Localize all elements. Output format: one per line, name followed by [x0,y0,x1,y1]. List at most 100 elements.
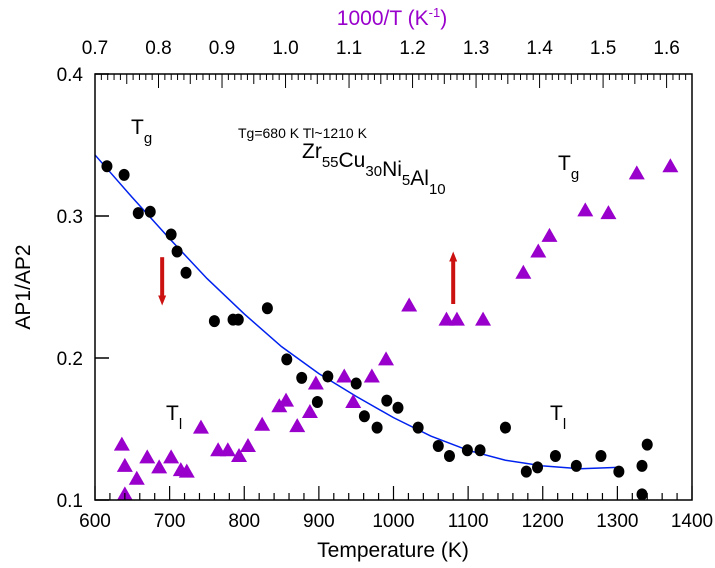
triangle-point [530,243,547,258]
triangle-point [239,438,256,453]
triangle-point [151,459,168,474]
temperature-annotation: Tg=680 K Tl~1210 K [238,125,368,141]
triangle-point [116,457,133,472]
tg-label-right: Tg [558,152,579,183]
circle-point [296,371,308,384]
triangle-point [475,311,492,326]
circle-point [180,266,192,279]
triangle-point [628,165,645,180]
triangle-point [178,463,195,478]
tl-label-right: Tl [550,402,566,433]
circle-point [261,302,273,315]
triangle-point [231,447,248,462]
x-tick-label: 1200 [522,511,564,532]
top-tick-label: 1.0 [272,38,298,59]
circle-point [570,459,582,472]
top-axis-label: 1000/T (K-1) [337,5,447,30]
circle-point [595,449,607,462]
circle-point [613,465,625,478]
top-tick-label: 1.2 [399,38,425,59]
circle-point [392,401,404,414]
circle-point [371,421,383,434]
circle-point [350,377,362,390]
triangle-point [254,416,271,431]
x-tick-label: 700 [154,511,186,532]
circle-point [443,449,455,462]
triangle-point [662,158,679,173]
y-tick-label: 0.2 [57,349,83,370]
y-tick-label: 0.1 [57,491,83,512]
triangle-point [128,470,145,485]
circle-point [132,207,144,220]
circle-point [432,440,444,453]
triangle-point [289,418,306,433]
top-tick-label: 1.5 [590,38,616,59]
circle-point [549,449,561,462]
top-tick-label: 0.9 [209,38,235,59]
triangle-point [301,403,318,418]
circle-point [636,488,648,501]
top-tick-label: 1.6 [653,38,679,59]
x-tick-label: 800 [228,511,260,532]
circle-point [412,421,424,434]
triangle-point [378,351,395,366]
triangle-point [541,227,558,242]
y-tick-label: 0.4 [57,65,84,86]
top-tick-label: 1.3 [463,38,489,59]
x-tick-label: 1300 [596,511,638,532]
triangle-point [219,442,236,457]
circle-point [499,421,511,434]
x-tick-label: 1100 [448,511,489,532]
circle-point [281,353,293,366]
top-tick-label: 1.4 [526,38,553,59]
x-axis-label: Temperature (K) [317,539,469,562]
top-tick-label: 1.1 [336,38,362,59]
x-tick-label: 600 [79,511,111,532]
triangle-point [577,202,594,217]
triangle-point [345,394,362,409]
circle-point [171,245,183,258]
triangle-point [448,311,465,326]
tl-label-left: Tl [166,402,182,433]
composition-label: Zr55Cu30Ni5Al10 [302,140,446,198]
tg-label-left: Tg [131,116,152,147]
y-axis-label: AP1/AP2 [12,244,35,329]
triangle-point [192,419,209,434]
circle-point [474,444,486,457]
circle-point [165,228,177,241]
circle-point [208,315,220,328]
triangle-point [307,375,324,390]
triangle-point [600,205,617,220]
circle-point [636,459,648,472]
x-tick-label: 1000 [372,511,414,532]
circle-point [358,410,370,423]
circle-point [322,370,334,383]
circle-point [118,168,130,181]
top-tick-label: 0.7 [82,38,108,59]
x-tick-label: 900 [303,511,335,532]
triangle-point [401,297,418,312]
arrow-up-icon [449,251,458,262]
triangle-point [515,264,532,279]
triangle-point [139,449,156,464]
triangle-point [438,311,455,326]
triangle-point [363,368,380,383]
triangle-point [336,368,353,383]
circle-point [311,396,323,409]
circle-point [101,160,113,173]
triangle-point [163,449,180,464]
circle-point [532,461,544,474]
circle-point [381,394,393,407]
plot-frame [94,73,693,501]
circle-point [144,205,156,218]
circle-point [641,438,653,451]
circle-point [461,444,473,457]
top-tick-label: 0.8 [145,38,171,59]
triangle-point [113,436,130,451]
triangle-point [278,392,295,407]
x-tick-label: 1400 [671,511,713,532]
arrow-down-icon [158,295,167,306]
y-tick-label: 0.3 [57,207,83,228]
circle-point [232,313,244,326]
